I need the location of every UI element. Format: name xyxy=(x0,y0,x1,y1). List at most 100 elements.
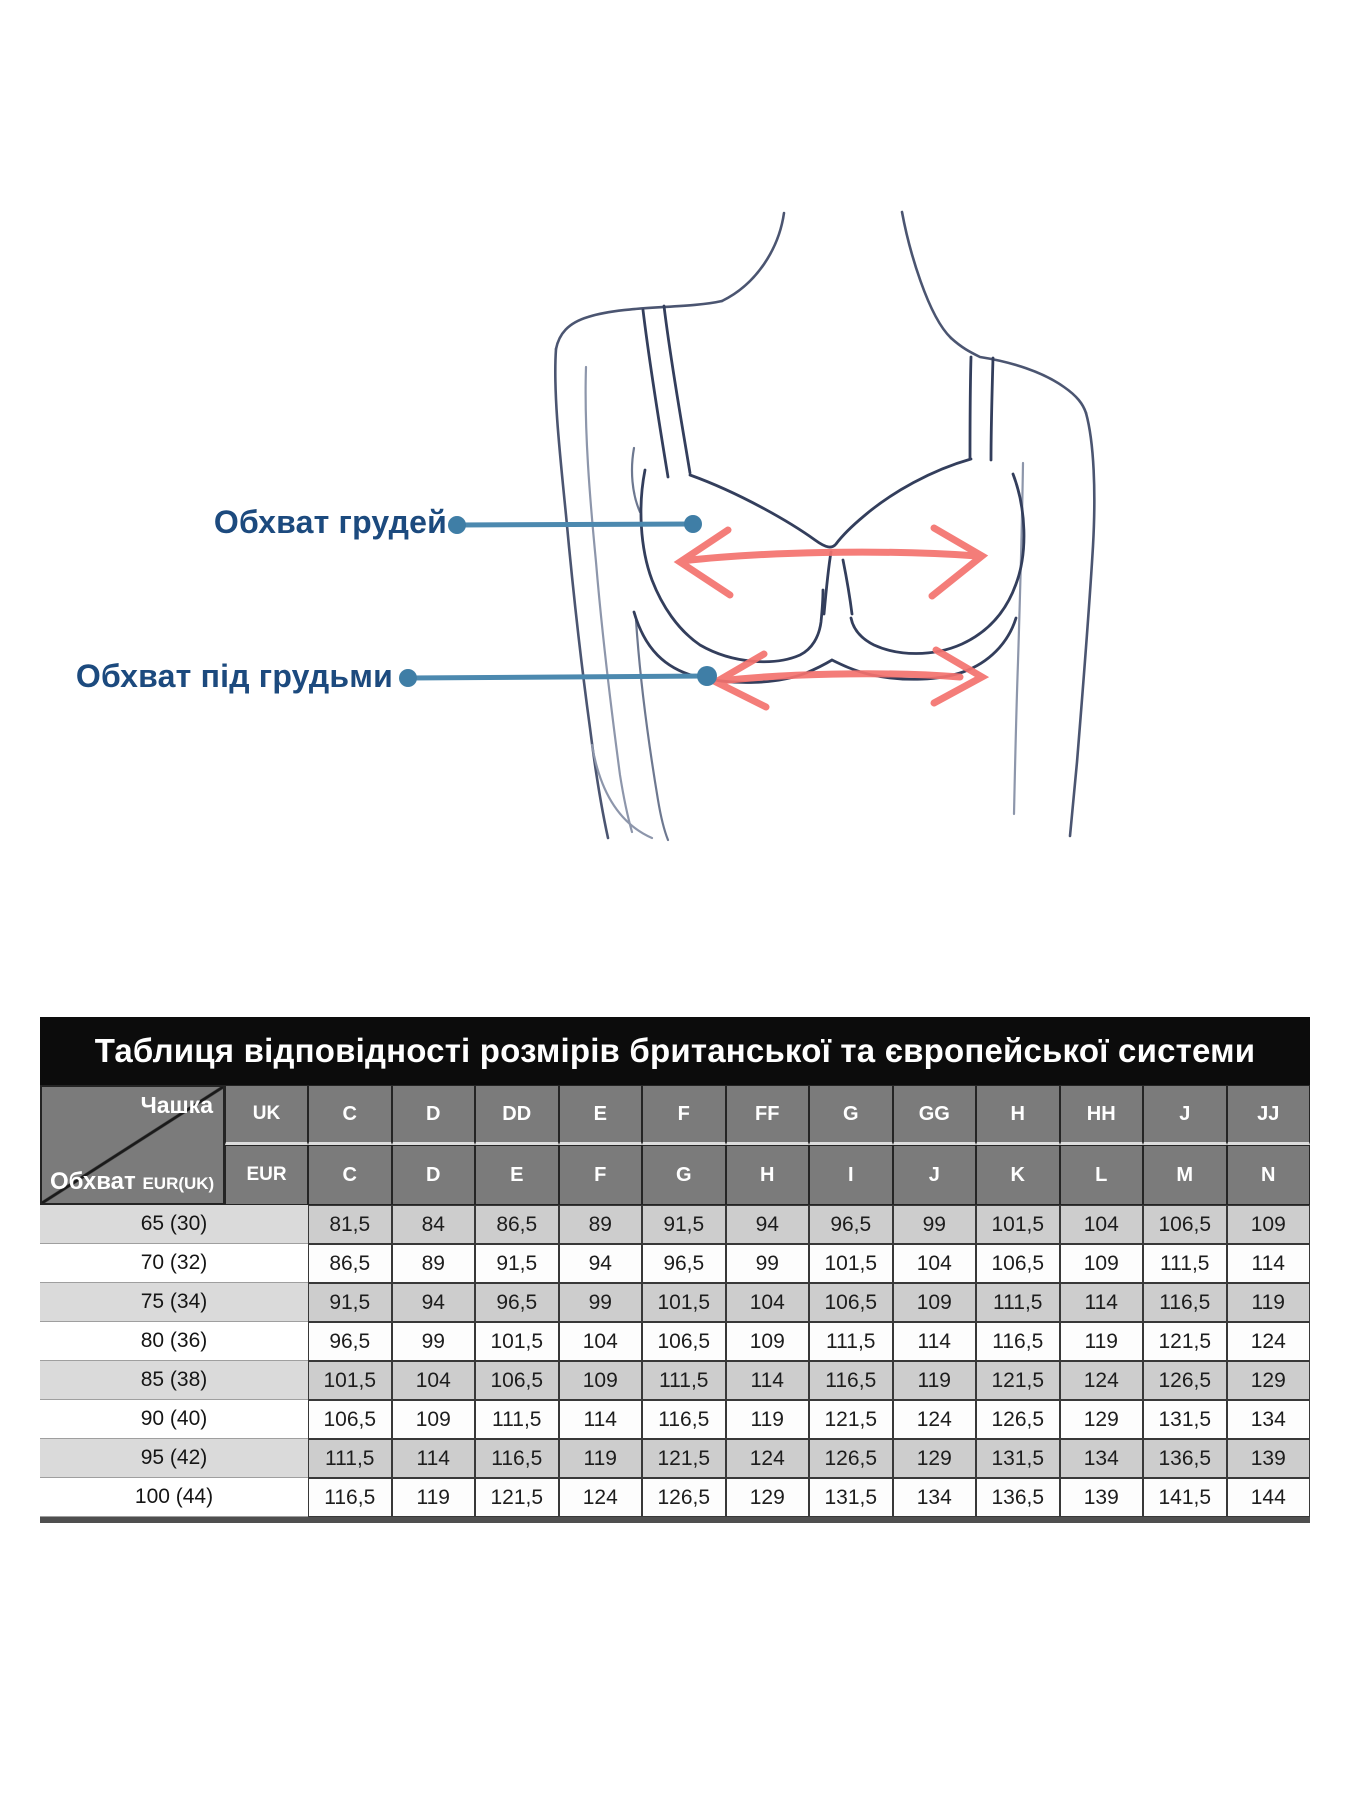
strap-left-outer xyxy=(641,308,670,479)
table-cell: 106,5 xyxy=(475,1361,559,1400)
underbust-arrow-head-right xyxy=(930,646,990,707)
underbust-label: Обхват під грудьми xyxy=(75,658,393,694)
table-cell: 119 xyxy=(558,1439,642,1478)
table-cell: 96,5 xyxy=(809,1205,893,1244)
table-cell: 86,5 xyxy=(475,1205,559,1244)
table-cell: 116,5 xyxy=(642,1400,726,1439)
table-cell: 119 xyxy=(391,1478,475,1517)
strap-right-inner xyxy=(989,356,995,462)
uk-cup-header: D xyxy=(391,1085,475,1145)
table-cell: 124 xyxy=(725,1439,809,1478)
band-size-cell: 95 (42) xyxy=(40,1439,308,1478)
underbust-leader-dot-start xyxy=(399,669,417,687)
table-cell: 96,5 xyxy=(475,1283,559,1322)
table-cell: 116,5 xyxy=(809,1361,893,1400)
band-size-cell: 100 (44) xyxy=(40,1478,308,1517)
table-cell: 131,5 xyxy=(1143,1400,1227,1439)
shoulder-left-line xyxy=(554,299,724,351)
table-cell: 111,5 xyxy=(1143,1244,1227,1283)
table-title: Таблиця відповідності розмірів британськ… xyxy=(40,1017,1310,1085)
neck-left-line xyxy=(720,211,786,303)
table-cell: 116,5 xyxy=(308,1478,392,1517)
bust-arrow-shaft xyxy=(678,548,982,565)
underbust-arrow xyxy=(708,646,990,711)
table-cell: 134 xyxy=(1059,1439,1143,1478)
uk-cup-header: FF xyxy=(725,1085,809,1145)
table-cell: 134 xyxy=(1226,1400,1310,1439)
table-cell: 121,5 xyxy=(976,1361,1060,1400)
table-cell: 109 xyxy=(391,1400,475,1439)
table-cell: 129 xyxy=(725,1478,809,1517)
eur-cup-header: L xyxy=(1059,1145,1143,1205)
arm-left-inner-line xyxy=(584,365,634,834)
uk-cup-header: HH xyxy=(1059,1085,1143,1145)
table-cell: 94 xyxy=(558,1244,642,1283)
bust-label: Обхват грудей xyxy=(213,504,447,540)
shoulder-right-line xyxy=(949,336,1088,415)
girth-word: Обхват xyxy=(50,1168,136,1195)
table-cell: 109 xyxy=(558,1361,642,1400)
uk-cup-header: E xyxy=(558,1085,642,1145)
table-cell: 106,5 xyxy=(809,1283,893,1322)
table-cell: 124 xyxy=(1059,1361,1143,1400)
table-cell: 136,5 xyxy=(976,1478,1060,1517)
strap-left-inner xyxy=(662,304,692,475)
table-cell: 124 xyxy=(1226,1322,1310,1361)
table-cell: 121,5 xyxy=(642,1439,726,1478)
table-cell: 109 xyxy=(1059,1244,1143,1283)
underbust-arrow-head-left xyxy=(708,650,770,711)
table-cell: 121,5 xyxy=(475,1478,559,1517)
table-cell: 116,5 xyxy=(475,1439,559,1478)
uk-cup-header: DD xyxy=(475,1085,559,1145)
table-cell: 101,5 xyxy=(475,1322,559,1361)
underbust-arrow-shaft xyxy=(716,670,964,685)
band-size-cell: 65 (30) xyxy=(40,1205,308,1244)
table-cell: 114 xyxy=(1059,1283,1143,1322)
corner-cell: Чашка Обхват EUR(UK) xyxy=(40,1085,225,1205)
table-cell: 101,5 xyxy=(976,1205,1060,1244)
table-cell: 129 xyxy=(1226,1361,1310,1400)
table-cell: 139 xyxy=(1059,1478,1143,1517)
table-cell: 94 xyxy=(391,1283,475,1322)
hip-left-line xyxy=(590,743,654,840)
bust-arrow-head-left xyxy=(673,526,734,599)
girth-units: EUR(UK) xyxy=(142,1174,215,1193)
table-cell: 131,5 xyxy=(809,1478,893,1517)
eur-cup-header: K xyxy=(976,1145,1060,1205)
arm-left-outer-line xyxy=(553,347,610,840)
table-cell: 111,5 xyxy=(976,1283,1060,1322)
table-cell: 114 xyxy=(892,1322,976,1361)
table-cell: 114 xyxy=(558,1400,642,1439)
strap-right-outer xyxy=(968,355,973,460)
bust-leader-dot-start xyxy=(448,516,466,534)
table-cell: 109 xyxy=(892,1283,976,1322)
table-cell: 91,5 xyxy=(475,1244,559,1283)
band-size-cell: 75 (34) xyxy=(40,1283,308,1322)
table-cell: 106,5 xyxy=(642,1322,726,1361)
table-cell: 126,5 xyxy=(1143,1361,1227,1400)
table-cell: 84 xyxy=(391,1205,475,1244)
table-cell: 119 xyxy=(1059,1322,1143,1361)
table-cell: 114 xyxy=(1226,1244,1310,1283)
table-cell: 99 xyxy=(391,1322,475,1361)
bust-arrow-head-right xyxy=(928,524,989,600)
table-cell: 114 xyxy=(391,1439,475,1478)
girth-header-label: Обхват EUR(UK) xyxy=(50,1168,214,1196)
armpit-left-line xyxy=(630,446,642,514)
bust-leader-line xyxy=(448,515,702,534)
band-size-cell: 85 (38) xyxy=(40,1361,308,1400)
table-cell: 124 xyxy=(558,1478,642,1517)
table-cell: 106,5 xyxy=(308,1400,392,1439)
cup-header-label: Чашка xyxy=(140,1092,213,1118)
neck-right-line xyxy=(900,210,953,340)
table-cell: 104 xyxy=(725,1283,809,1322)
table-cell: 109 xyxy=(725,1322,809,1361)
table-cell: 144 xyxy=(1226,1478,1310,1517)
underbust-leader-dot-end xyxy=(697,666,717,686)
size-table: Таблиця відповідності розмірів британськ… xyxy=(40,1017,1310,1523)
table-cell: 119 xyxy=(1226,1283,1310,1322)
table-cell: 139 xyxy=(1226,1439,1310,1478)
table-cell: 89 xyxy=(558,1205,642,1244)
table-cell: 91,5 xyxy=(642,1205,726,1244)
table-cell: 101,5 xyxy=(308,1361,392,1400)
